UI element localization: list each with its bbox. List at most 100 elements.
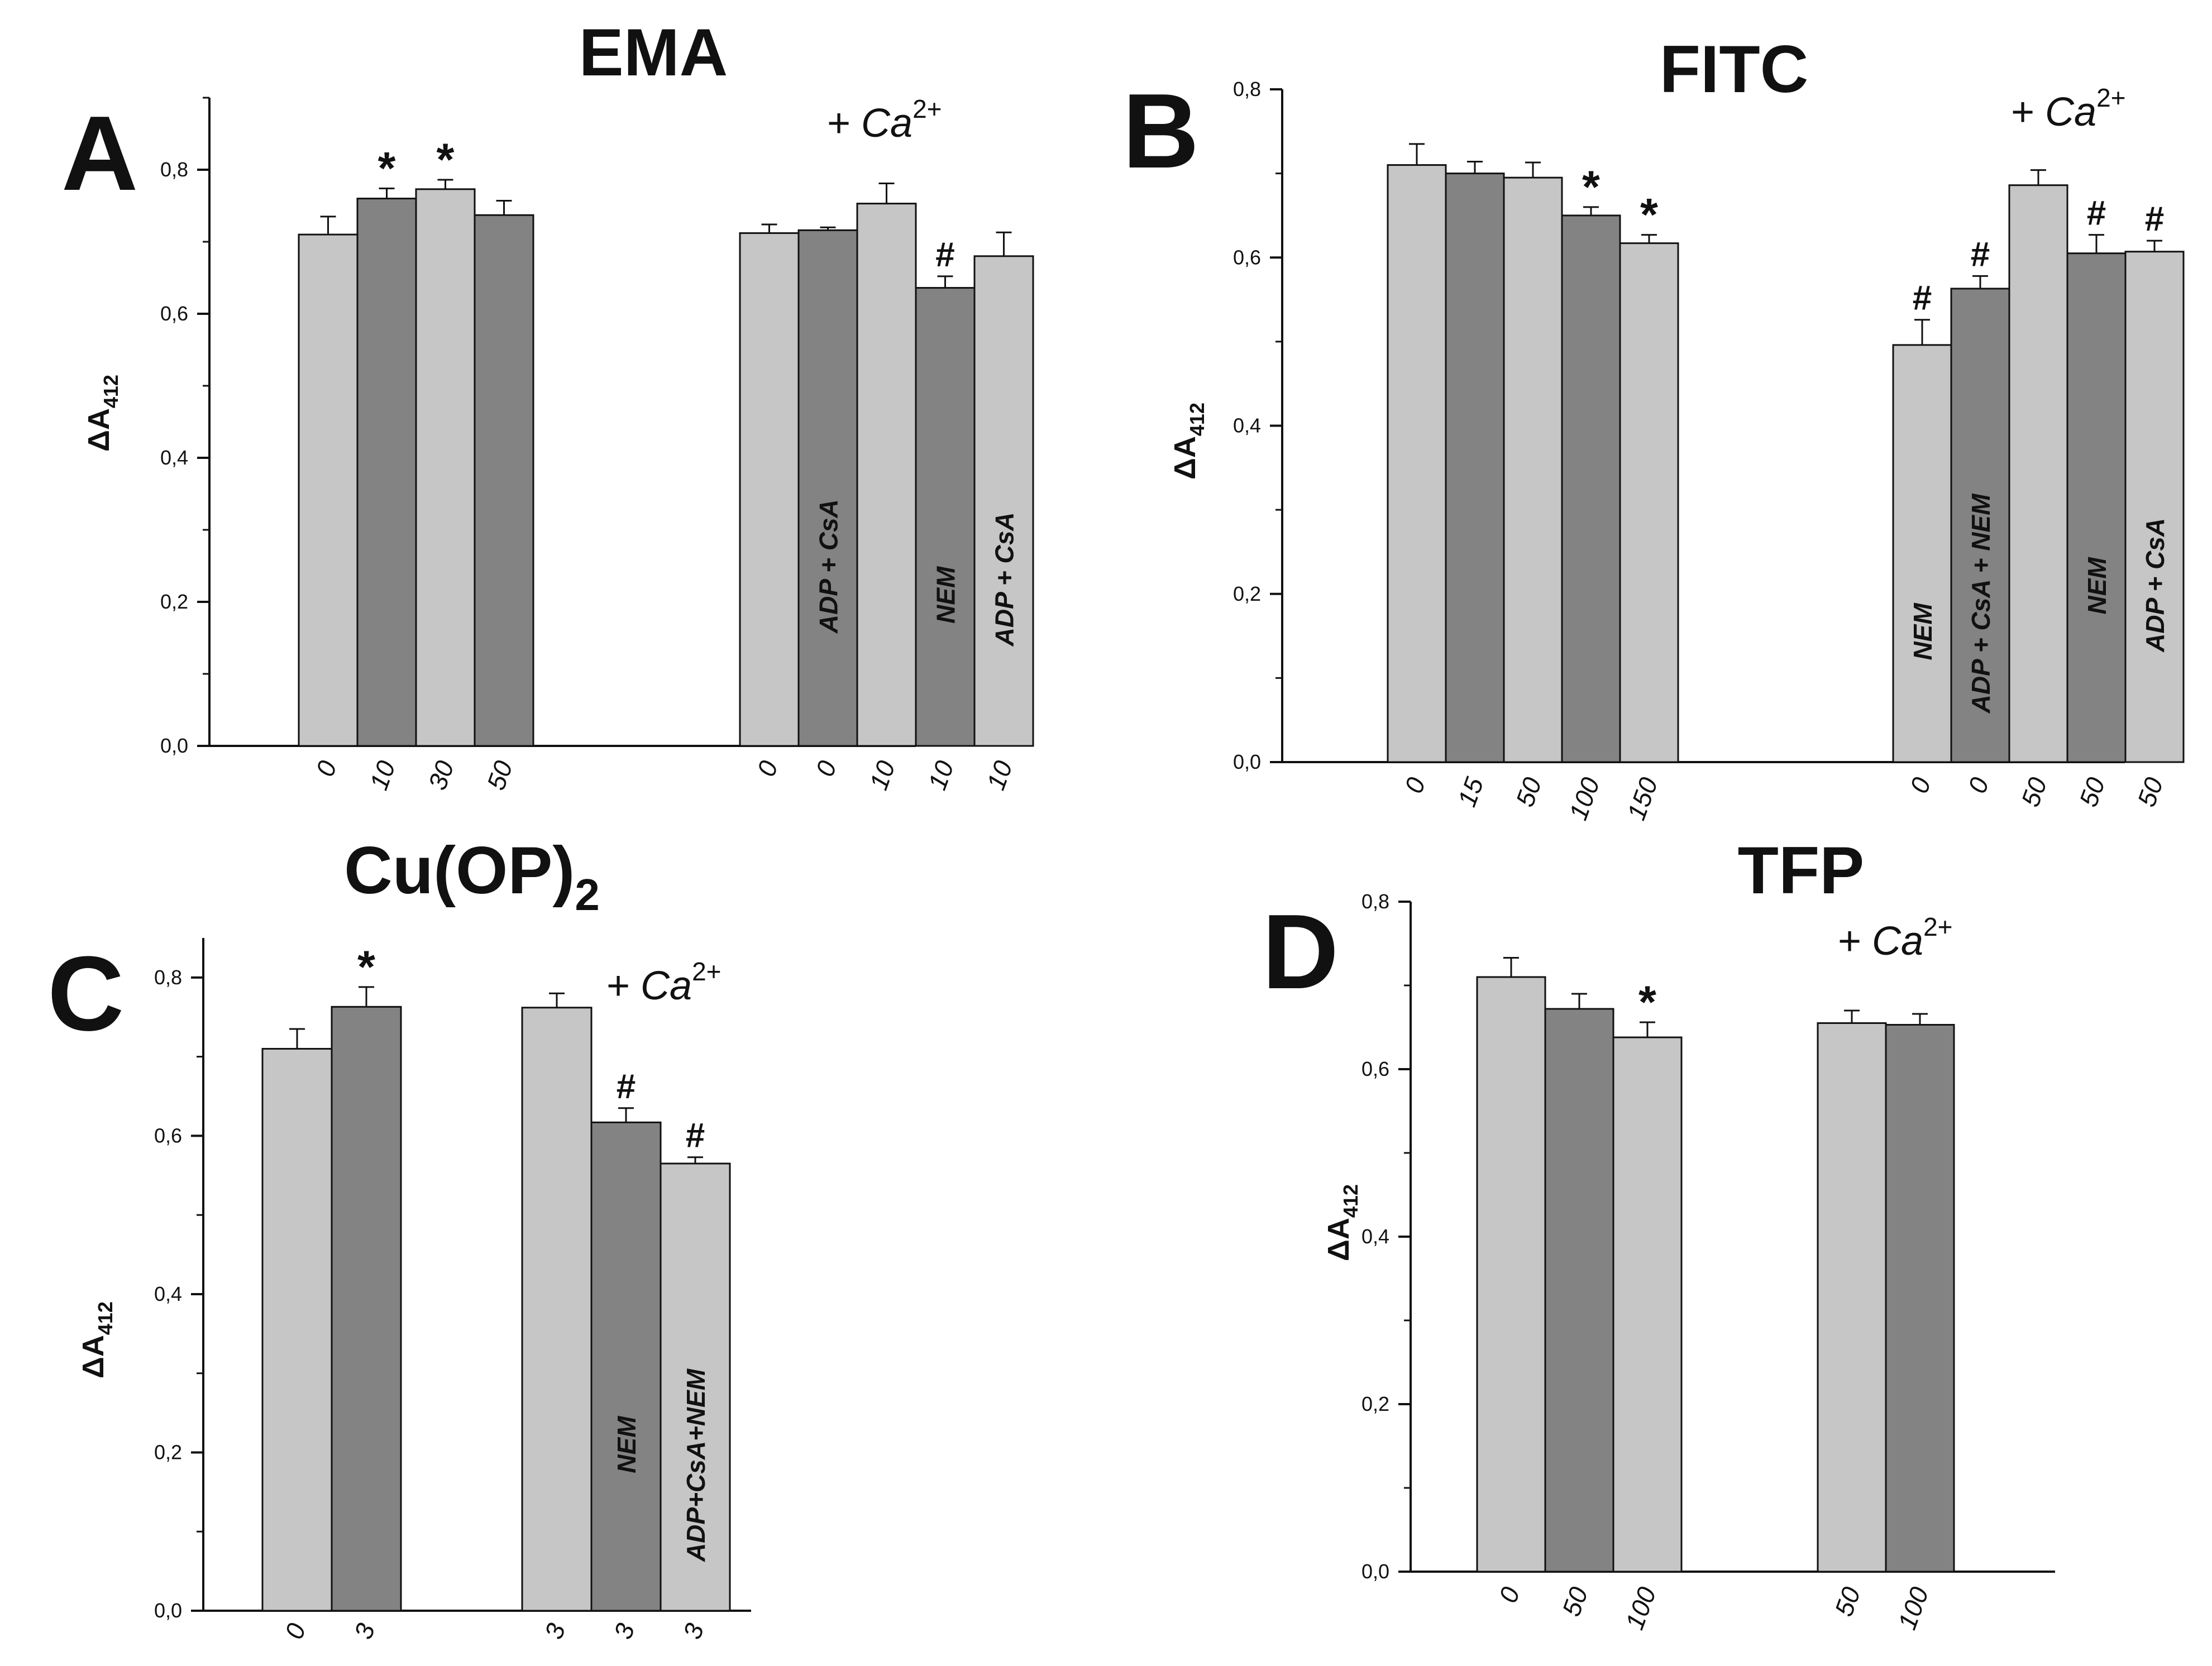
x-tick-label: 0 bbox=[310, 757, 342, 780]
y-tick-label: 0,0 bbox=[1361, 1560, 1389, 1583]
x-tick-label: 10 bbox=[981, 757, 1019, 793]
bar bbox=[521, 1007, 593, 1612]
bar bbox=[415, 188, 476, 747]
x-tick-label: 50 bbox=[2074, 773, 2111, 810]
bar bbox=[1544, 1008, 1614, 1573]
y-tick-label: 0,6 bbox=[154, 1124, 182, 1147]
bar bbox=[973, 255, 1034, 747]
panel-letter: A bbox=[61, 94, 138, 213]
significance-mark: # bbox=[1971, 235, 1990, 274]
bar-inner-label: ADP + CsA bbox=[814, 499, 843, 634]
y-tick-label: 0,4 bbox=[1361, 1225, 1389, 1248]
calcium-label: + Ca2+ bbox=[826, 94, 942, 146]
y-axis-label-main: ΔA bbox=[82, 408, 116, 452]
bar bbox=[856, 203, 917, 747]
calcium-label: + Ca2+ bbox=[606, 957, 722, 1008]
y-axis-label: ΔA412 bbox=[1168, 403, 1208, 480]
x-tick-label: 10 bbox=[864, 757, 901, 793]
y-tick-label: 0,2 bbox=[1233, 582, 1261, 605]
x-tick-label: 50 bbox=[2132, 773, 2169, 810]
y-tick-label: 0,6 bbox=[1361, 1057, 1389, 1080]
bar bbox=[261, 1047, 333, 1612]
calcium-label-sup: 2+ bbox=[692, 957, 721, 986]
panel-title-main: TFP bbox=[1738, 833, 1865, 908]
bar bbox=[1619, 242, 1679, 763]
significance-mark: # bbox=[686, 1117, 705, 1155]
calcium-label-main: + Ca bbox=[2010, 90, 2096, 135]
bar bbox=[2008, 184, 2068, 763]
x-tick-label: 10 bbox=[923, 757, 960, 793]
y-tick-label: 0,0 bbox=[1233, 750, 1261, 773]
y-tick-label: 0,0 bbox=[154, 1599, 182, 1622]
bar bbox=[1387, 164, 1447, 763]
y-tick-label: 0,4 bbox=[1233, 414, 1261, 437]
bar bbox=[1892, 344, 1952, 763]
significance-mark: # bbox=[1913, 279, 1932, 318]
x-tick-label: 100 bbox=[1619, 1583, 1661, 1633]
y-tick-label: 0,4 bbox=[154, 1282, 182, 1305]
y-axis-label: ΔA412 bbox=[82, 375, 122, 452]
x-tick-label: 50 bbox=[1556, 1583, 1594, 1620]
bar-inner-label: ADP + CsA bbox=[990, 512, 1019, 647]
x-tick-label: 0 bbox=[1962, 773, 1995, 797]
panel-letter: D bbox=[1262, 893, 1339, 1011]
x-tick-label: 30 bbox=[423, 757, 460, 793]
bar bbox=[2124, 251, 2185, 763]
panel-title-main: Cu(OP) bbox=[344, 833, 575, 908]
panel-c: 0,0 0,2 0,4 0,6 0,8 ΔA412 C Cu(OP)2+ Ca2+ 0 * 3 3 # N… bbox=[47, 833, 751, 1643]
bar bbox=[660, 1162, 731, 1612]
significance-mark: # bbox=[617, 1067, 636, 1106]
y-tick-label: 0,4 bbox=[160, 446, 188, 469]
y-tick-label: 0,6 bbox=[1233, 246, 1261, 269]
panel-title-main: EMA bbox=[579, 15, 728, 90]
calcium-label-main: + Ca bbox=[1837, 919, 1923, 964]
calcium-label-sup: 2+ bbox=[912, 94, 942, 123]
bar bbox=[1503, 176, 1563, 763]
x-tick-label: 10 bbox=[364, 757, 402, 793]
panel-title: FITC bbox=[1660, 32, 1809, 107]
calcium-label-main: + Ca bbox=[826, 101, 912, 146]
calcium-label: + Ca2+ bbox=[1837, 912, 1953, 964]
bar bbox=[739, 232, 800, 747]
calcium-label-main: + Ca bbox=[606, 964, 692, 1008]
y-tick-label: 0,8 bbox=[1233, 78, 1261, 100]
x-tick-label: 100 bbox=[1563, 773, 1605, 824]
calcium-label: + Ca2+ bbox=[2010, 83, 2126, 135]
x-tick-label: 3 bbox=[539, 1619, 571, 1643]
significance-mark: # bbox=[935, 236, 954, 274]
y-tick-label: 0,0 bbox=[160, 734, 188, 757]
x-tick-label: 3 bbox=[677, 1619, 710, 1643]
significance-mark: # bbox=[2087, 194, 2106, 233]
y-axis-label-sub: 412 bbox=[1186, 403, 1208, 436]
bar bbox=[590, 1121, 662, 1612]
bar bbox=[1612, 1036, 1683, 1573]
y-axis-label-main: ΔA bbox=[1168, 436, 1202, 480]
significance-mark: * bbox=[1640, 190, 1658, 241]
panel-title-sub: 2 bbox=[575, 870, 600, 920]
x-tick-label: 50 bbox=[1510, 773, 1547, 810]
bar bbox=[1561, 214, 1621, 763]
bar bbox=[797, 229, 858, 747]
panel-title: TFP bbox=[1738, 833, 1865, 908]
y-axis-label-sub: 412 bbox=[99, 375, 122, 408]
x-tick-label: 0 bbox=[751, 757, 783, 780]
significance-mark: * bbox=[357, 942, 375, 993]
x-tick-label: 50 bbox=[2015, 773, 2053, 810]
bar bbox=[474, 214, 534, 747]
panel-title: EMA bbox=[579, 15, 728, 90]
x-tick-label: 0 bbox=[1493, 1583, 1526, 1606]
significance-mark: * bbox=[1638, 977, 1656, 1028]
bar bbox=[298, 233, 359, 747]
significance-mark: # bbox=[2145, 200, 2164, 238]
bar bbox=[1817, 1022, 1887, 1573]
significance-mark: * bbox=[437, 135, 455, 185]
x-tick-label: 0 bbox=[279, 1619, 312, 1643]
bar-inner-label: NEM bbox=[931, 566, 961, 624]
bar-inner-label: NEM bbox=[612, 1415, 641, 1473]
y-axis-label-sub: 412 bbox=[1339, 1184, 1362, 1218]
bar bbox=[331, 1006, 402, 1612]
panel-a: 0,0 0,2 0,4 0,6 0,8 ΔA412 A EMA + Ca2+ 0 * 10 * 30 50 0… bbox=[61, 15, 1034, 794]
y-tick-label: 0,2 bbox=[160, 590, 188, 613]
